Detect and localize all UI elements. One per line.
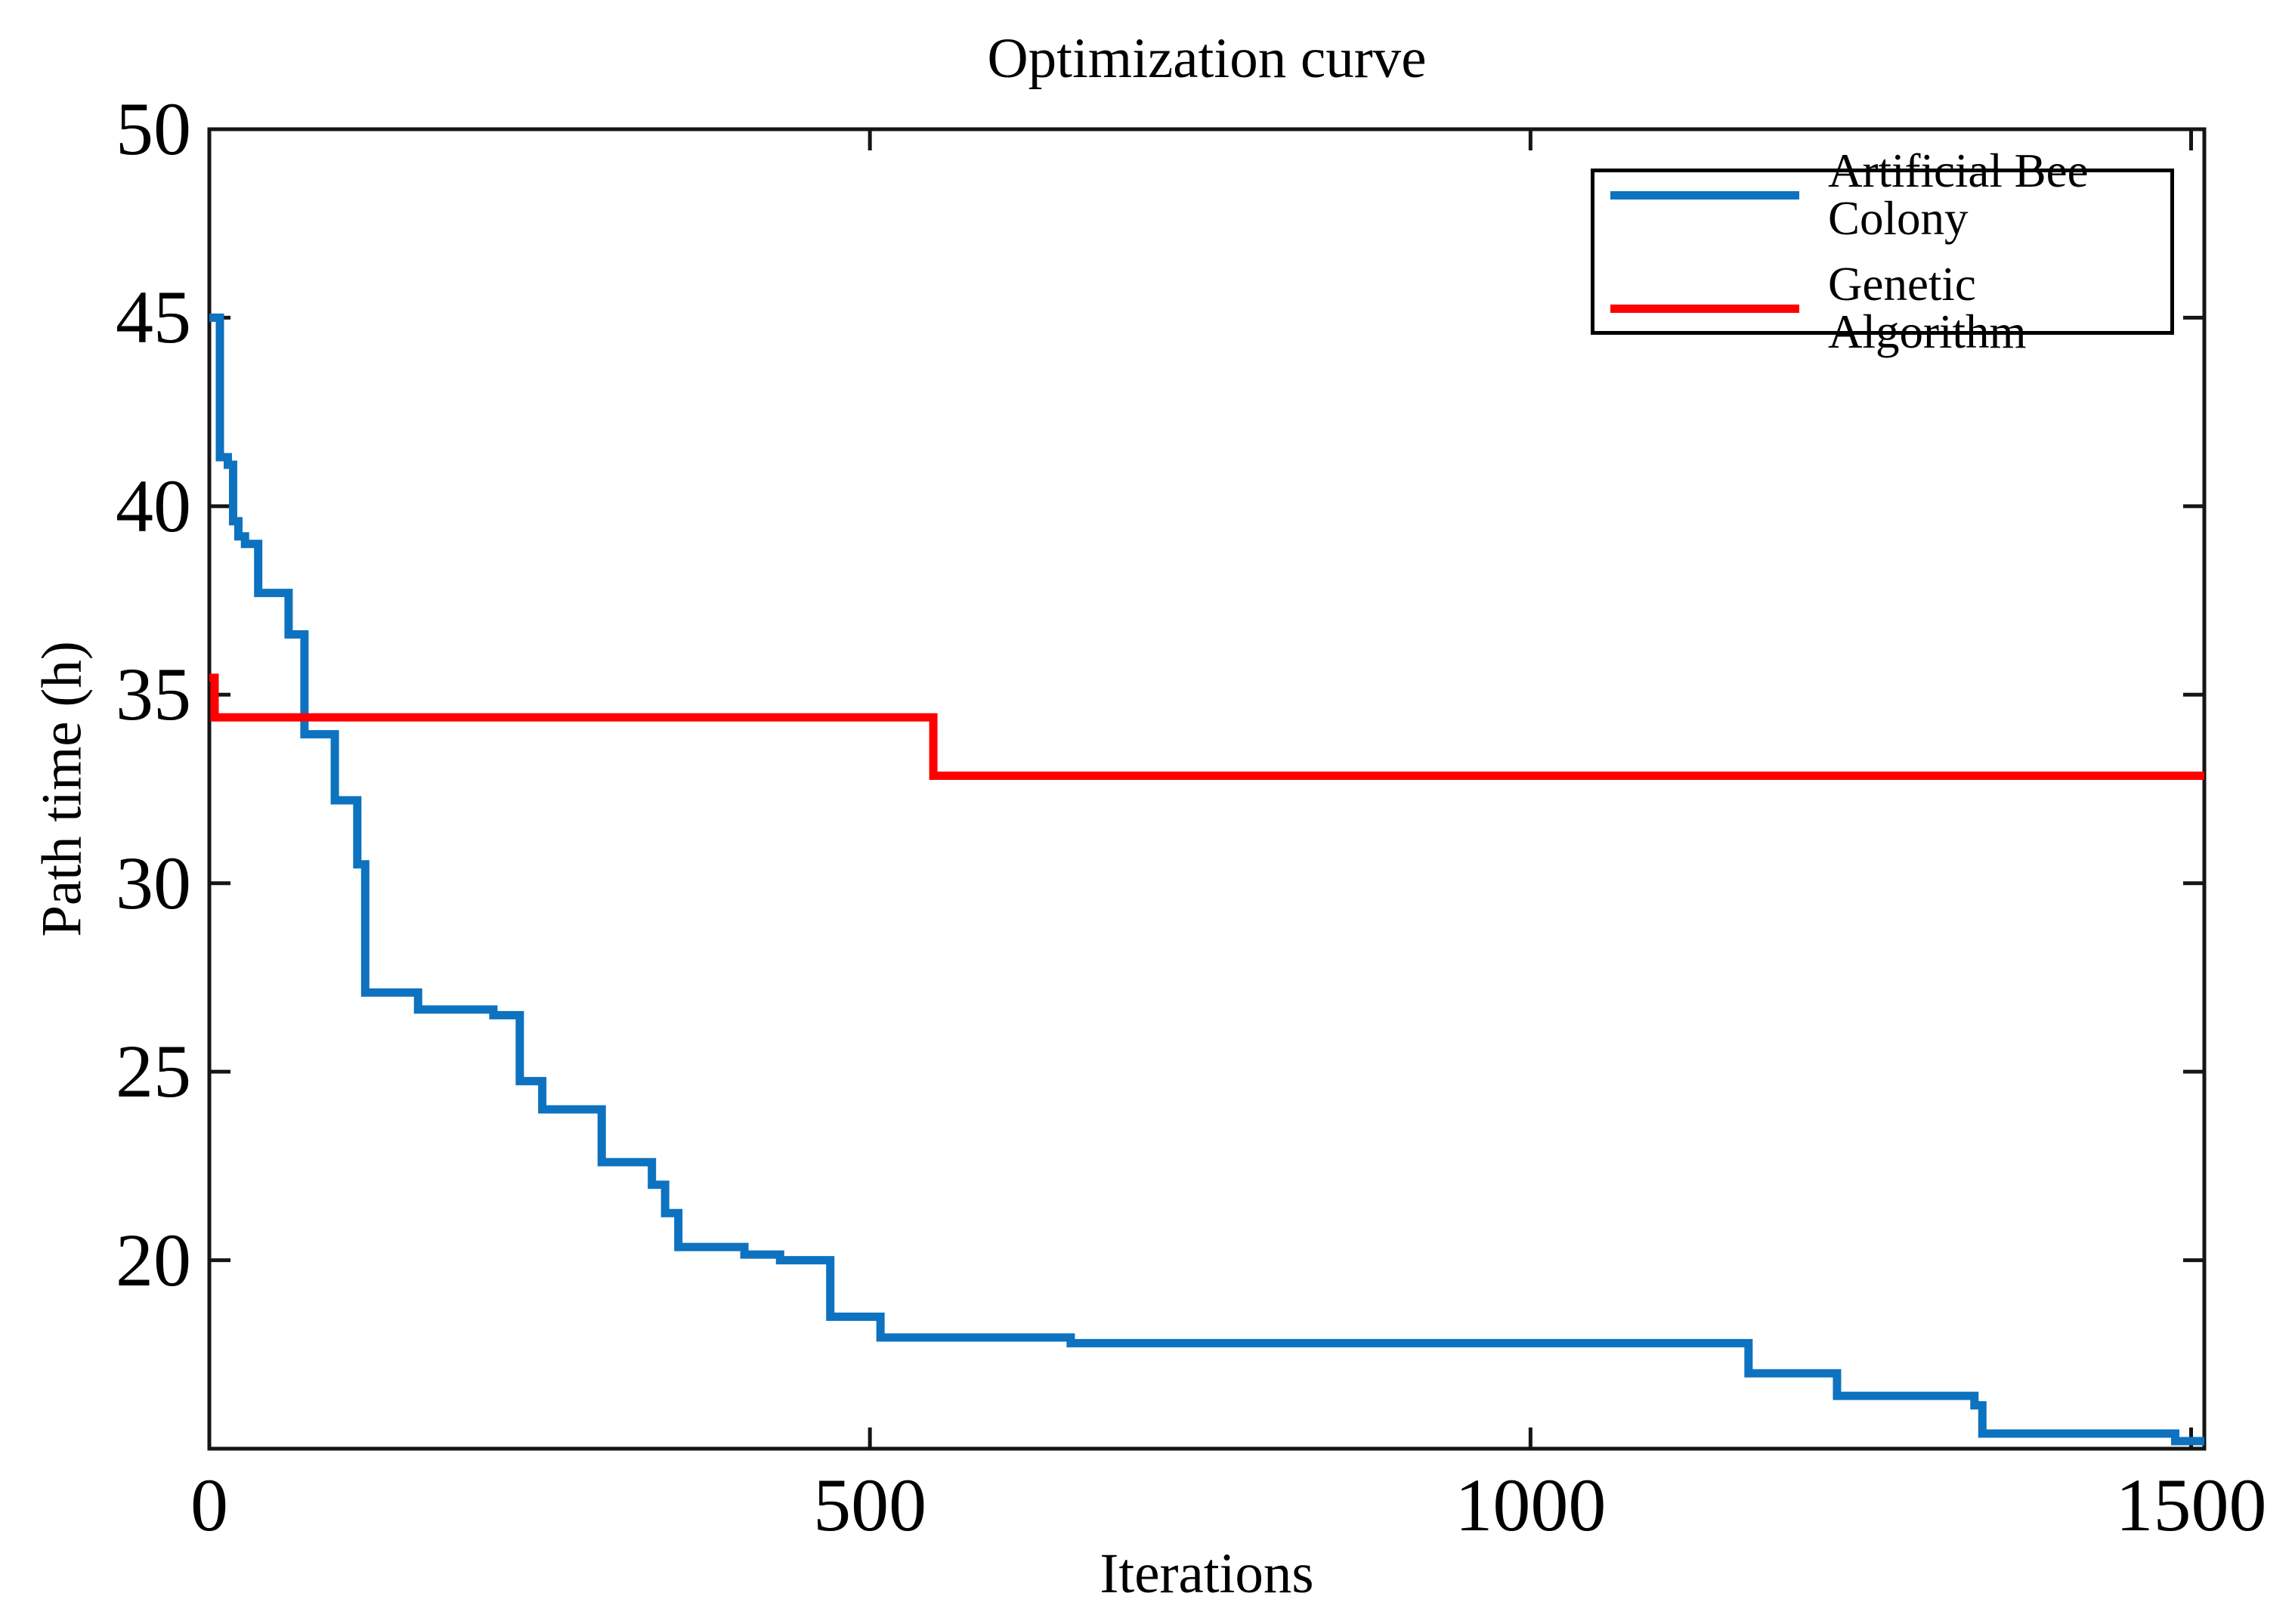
plot-box	[207, 127, 2207, 1451]
x-axis-label: Iterations	[1100, 1542, 1314, 1605]
series-genetic-algorithm	[209, 673, 2204, 781]
legend-row-abc: Artificial Bee Colony	[1594, 147, 2170, 243]
x-tick-label: 500	[813, 1463, 927, 1547]
legend-label-abc: Artificial Bee Colony	[1828, 144, 2089, 245]
x-tick-label: 1000	[1455, 1463, 1607, 1547]
series-artificial-bee-colony	[209, 313, 2204, 1446]
y-tick-label: 40	[116, 463, 191, 548]
legend-label-ga: Genetic Algorithm	[1828, 258, 2027, 358]
y-tick-label: 20	[116, 1217, 191, 1302]
y-tick-label: 25	[116, 1029, 191, 1114]
legend: Artificial Bee Colony Genetic Algorithm	[1591, 147, 2174, 356]
y-tick-label: 45	[116, 275, 191, 360]
y-tick-label: 50	[116, 87, 191, 171]
x-tick-label: 0	[190, 1463, 228, 1547]
y-tick-label: 30	[116, 840, 191, 925]
legend-line-sample-abc	[1610, 190, 1799, 200]
legend-row-ga: Genetic Algorithm	[1594, 261, 2170, 356]
x-tick-label: 1500	[2115, 1463, 2267, 1547]
chart-title: Optimization curve	[987, 27, 1427, 90]
y-tick-label: 35	[116, 652, 191, 737]
legend-line-sample-ga	[1610, 304, 1799, 313]
